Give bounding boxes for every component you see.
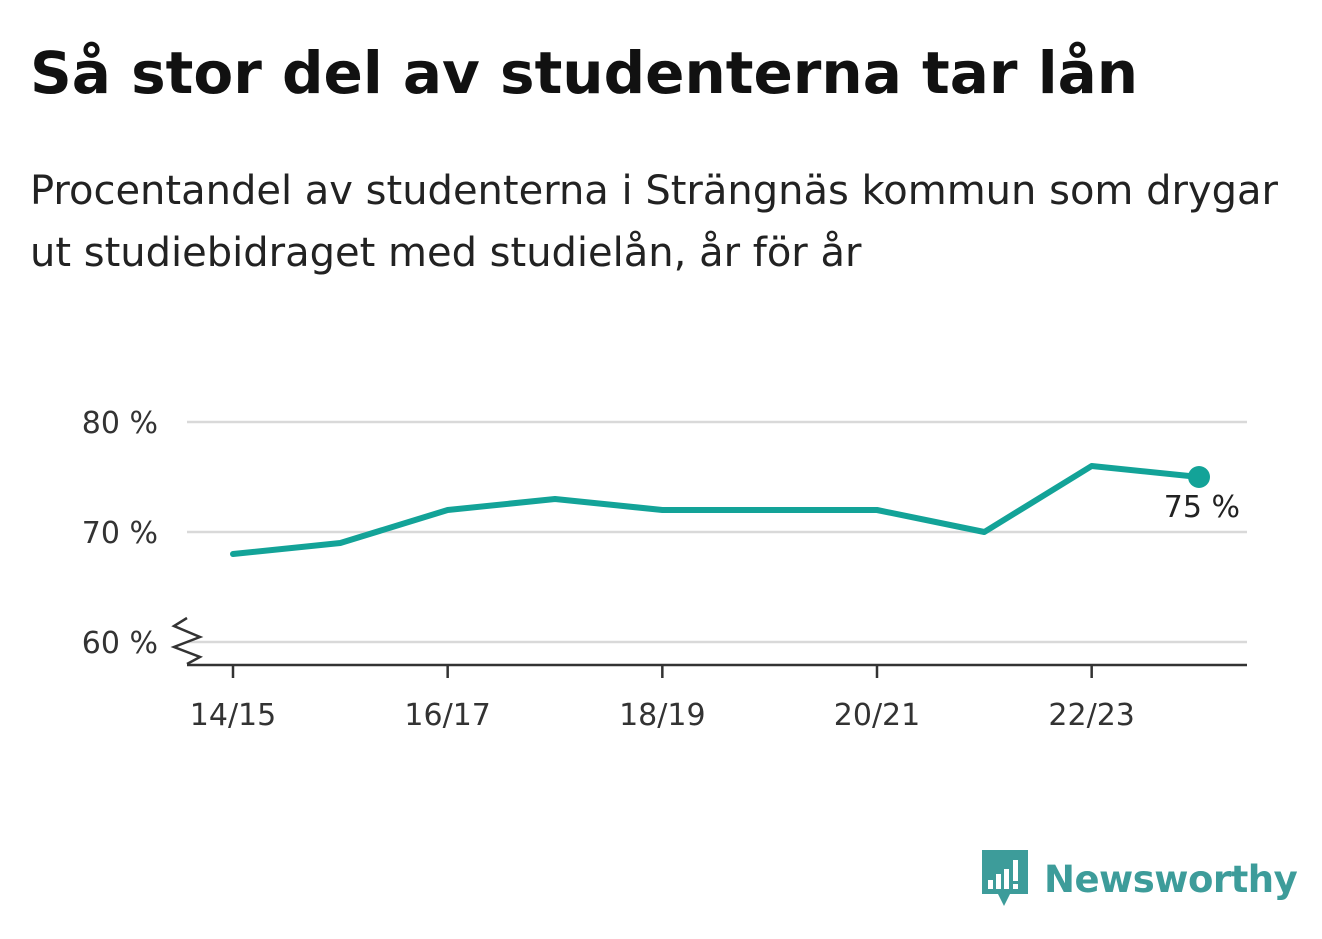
series-layer xyxy=(230,463,1210,557)
x-tick-label: 22/23 xyxy=(1048,698,1134,733)
y-tick-label: 70 % xyxy=(82,516,158,551)
y-axis-ticks: 60 % 70 % 80 % xyxy=(82,406,204,666)
series-line xyxy=(230,463,1202,557)
chart-title: Så stor del av studenterna tar lån xyxy=(30,39,1139,107)
gridlines xyxy=(187,420,1247,644)
x-axis: 14/15 16/17 18/19 20/21 22/23 xyxy=(187,663,1247,733)
x-tick-label: 20/21 xyxy=(834,698,920,733)
end-value-label: 75 % xyxy=(1164,490,1240,525)
newsworthy-logo-icon xyxy=(982,850,1028,906)
brand-name: Newsworthy xyxy=(1044,857,1298,901)
x-tick-label: 16/17 xyxy=(404,698,490,733)
axis-break-icon xyxy=(170,616,204,666)
x-tick-label: 14/15 xyxy=(190,698,276,733)
x-tick-label: 18/19 xyxy=(619,698,705,733)
chart-subtitle: Procentandel av studenterna i Strängnäs … xyxy=(30,168,1278,276)
newsworthy-brand: Newsworthy xyxy=(980,848,1298,910)
y-tick-label: 80 % xyxy=(82,406,158,441)
y-tick-label: 60 % xyxy=(82,626,158,661)
end-point xyxy=(1188,466,1210,488)
annotations: 75 % xyxy=(1164,490,1240,525)
